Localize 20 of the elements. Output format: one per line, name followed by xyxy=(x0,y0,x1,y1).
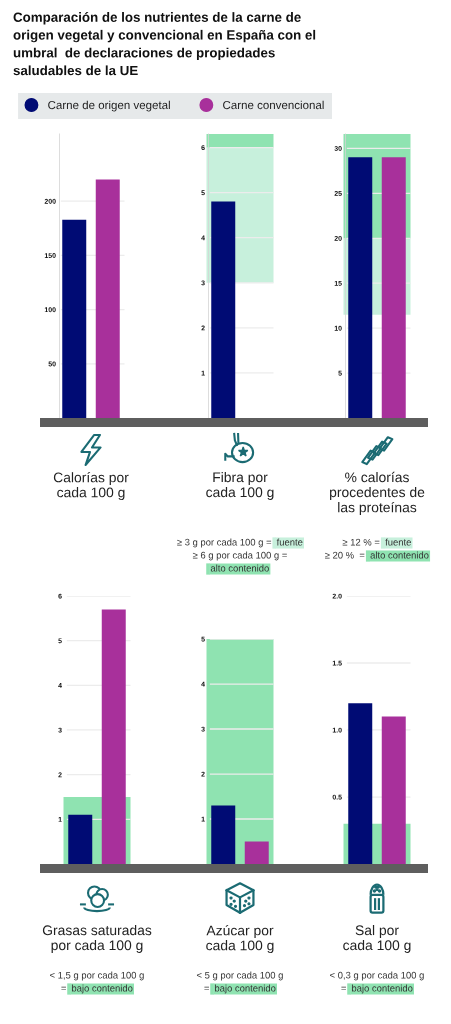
text: ≥ 6 g por cada 100 g = xyxy=(192,551,287,561)
text: ≥ 3 g por cada 100 g = xyxy=(177,538,272,548)
x-axis-title: Azúcar por cada 100 g xyxy=(206,925,274,954)
legend-label: fuente xyxy=(385,538,411,546)
legend-label: bajo contenido xyxy=(215,984,276,994)
x-axis-title: Sal por cada 100 g xyxy=(343,925,411,953)
text: Comparación de los nutrientes de la carne de origen vegetal y convencional en España con el umbral de declaraciones de propiedades saludables de la UE xyxy=(13,12,316,76)
legend-label: alto contenido xyxy=(210,564,269,572)
legend-label: bajo contenido xyxy=(72,984,133,994)
x-axis-title: Fibra por cada 100 g xyxy=(206,472,274,500)
x-axis-title: Grasas saturadas por cada 100 g xyxy=(42,925,152,953)
text: ≥ 20 % = xyxy=(325,551,365,559)
x-axis-title: % calorías procedentes de las proteínas xyxy=(330,471,425,516)
legend-label: Carne convencional xyxy=(223,100,324,110)
legend-label: bajo contenido xyxy=(352,984,413,994)
legend-label: alto contenido xyxy=(370,551,429,559)
legend-label: Carne de origen vegetal xyxy=(48,100,170,112)
x-axis-title: Calorías por cada 100 g xyxy=(53,472,129,501)
text: ≥ 12 % = xyxy=(342,538,380,546)
legend-label: fuente xyxy=(276,538,303,546)
